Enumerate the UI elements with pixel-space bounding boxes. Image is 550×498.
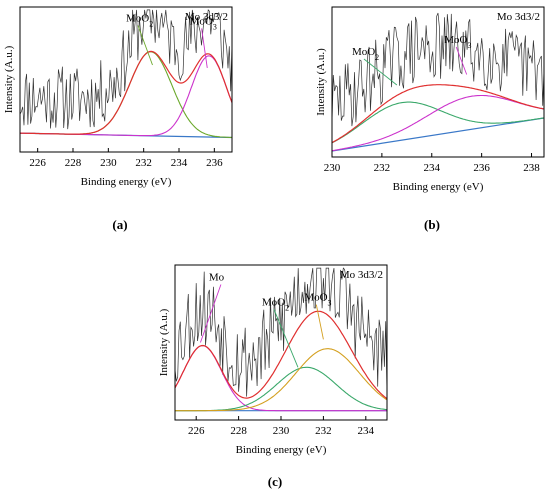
annotation-leader-line	[200, 284, 222, 343]
plot-area	[20, 9, 232, 139]
y-axis-label: Intensity (A.u.)	[158, 308, 170, 376]
panel-caption: (a)	[112, 217, 127, 232]
x-tick-label: 230	[273, 425, 290, 437]
x-tick-label: 236	[473, 162, 490, 174]
annotation-leader-line	[363, 58, 398, 86]
chart-title: Mo 3d3/2	[185, 11, 228, 23]
x-tick-label: 236	[206, 157, 223, 169]
x-tick-label: 232	[374, 162, 391, 174]
envelope-line	[332, 84, 544, 144]
peak-annotation-label: MoO3	[304, 292, 331, 308]
component-peak-line-3	[175, 348, 387, 412]
plot-area	[175, 267, 387, 412]
x-tick-label: 238	[523, 162, 540, 174]
panel-caption: (b)	[424, 217, 440, 232]
x-tick-label: 226	[188, 425, 205, 437]
plot-frame	[19, 6, 233, 153]
x-axis-label: Binding energy (eV)	[393, 181, 484, 193]
chart-title: Mo 3d3/2	[497, 11, 540, 23]
y-axis-label: Intensity (A.u.)	[315, 48, 327, 116]
x-tick-label: 234	[424, 162, 441, 174]
plot-area	[332, 12, 544, 152]
peak-annotation-label: MoO3	[444, 34, 471, 50]
annotation-leader-line	[273, 309, 299, 368]
annotation-leader-line	[201, 28, 208, 68]
annotation-leader-line	[315, 304, 324, 340]
raw-spectrum-line	[20, 9, 232, 130]
chart-title: Mo 3d3/2	[340, 269, 383, 281]
panel-caption: (c)	[268, 474, 282, 489]
annotation-leader-line	[455, 46, 468, 75]
peak-annotation-label: MoO3	[190, 15, 217, 31]
chart-panel-2: 230 232 234 236 238 Binding energy (eV) Intens…	[315, 6, 545, 232]
x-tick-label: 230	[100, 157, 117, 169]
peak-annotation-label: Mo	[209, 272, 225, 284]
x-tick-label: 228	[230, 425, 247, 437]
x-tick-label: 226	[29, 157, 46, 169]
x-tick-label: 232	[135, 157, 152, 169]
component-peak-line-2	[20, 55, 232, 137]
x-tick-label: 228	[65, 157, 82, 169]
x-tick-label: 234	[358, 425, 375, 437]
plot-frame	[331, 6, 545, 158]
peak-annotation-label: MoO2	[262, 296, 289, 312]
raw-spectrum-line	[332, 12, 544, 127]
x-tick-label: 232	[315, 425, 332, 437]
peak-annotation-label: MoO2	[126, 13, 153, 29]
annotation-leader-line	[137, 25, 153, 66]
x-tick-label: 230	[324, 162, 341, 174]
x-tick-label: 234	[171, 157, 188, 169]
peak-annotation-label: MoO2	[352, 46, 379, 62]
y-axis-label: Intensity (A.u.)	[3, 45, 15, 113]
envelope-line	[175, 310, 387, 400]
plot-frame	[174, 264, 388, 421]
raw-spectrum-line	[175, 267, 387, 397]
x-axis-label: Binding energy (eV)	[236, 444, 327, 456]
component-peak-line-1	[332, 101, 544, 144]
background-line	[332, 117, 544, 152]
envelope-line	[20, 50, 232, 135]
x-axis-label: Binding energy (eV)	[81, 176, 172, 188]
component-peak-line-2	[332, 94, 544, 152]
chart-panel-3: 226 228 230 232 234 Binding energy (eV) Intens…	[158, 264, 388, 489]
chart-panel-1: 226 228 230 232 234 236 Binding energy (eV) Int…	[3, 6, 233, 232]
